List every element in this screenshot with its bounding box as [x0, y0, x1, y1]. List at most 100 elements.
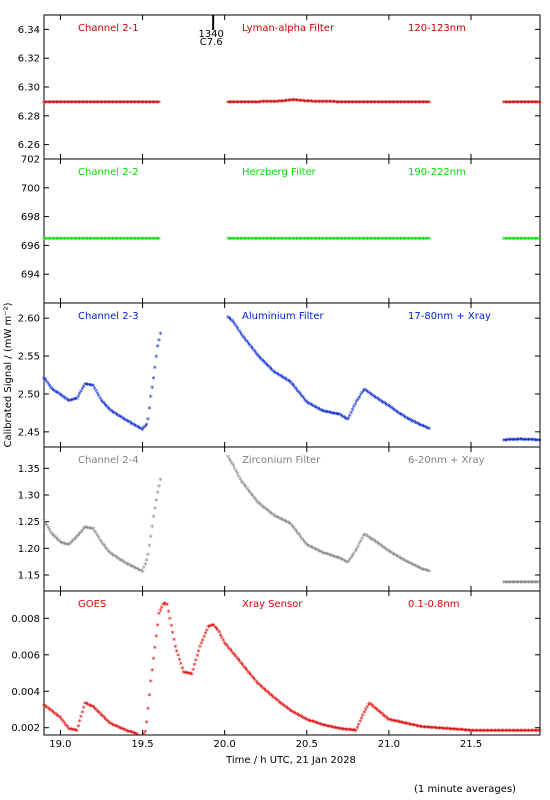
data-point: *: [319, 236, 323, 245]
data-point: *: [481, 727, 485, 736]
data-point: *: [131, 730, 135, 739]
data-point: *: [290, 708, 294, 717]
data-point: *: [380, 711, 384, 720]
data-point: *: [69, 726, 73, 735]
data-point: *: [46, 99, 50, 108]
data-point: *: [319, 549, 323, 558]
data-point: *: [324, 236, 328, 245]
data-point: *: [322, 408, 326, 417]
data-point: *: [101, 541, 105, 550]
data-point: *: [271, 693, 275, 702]
data-point: *: [458, 727, 462, 736]
data-point: *: [45, 99, 49, 108]
data-point: *: [346, 558, 350, 567]
data-point: *: [288, 707, 292, 716]
data-point: *: [245, 99, 249, 108]
band-label: 0.1-0.8nm: [408, 599, 460, 610]
data-point: *: [45, 379, 49, 388]
data-point: *: [102, 401, 106, 410]
data-point: *: [270, 511, 274, 520]
data-point: *: [259, 355, 263, 364]
data-point: *: [407, 416, 411, 425]
data-point: *: [381, 712, 385, 721]
data-point: *: [477, 727, 481, 736]
data-point: *: [372, 236, 376, 245]
data-point: *: [104, 99, 108, 108]
data-point: *: [229, 316, 233, 325]
data-point: *: [361, 533, 365, 542]
data-point: *: [505, 727, 509, 736]
data-point: *: [251, 346, 255, 355]
data-point: *: [296, 530, 300, 539]
data-point: *: [113, 99, 117, 108]
data-point: *: [109, 99, 113, 108]
data-point: *: [303, 396, 307, 405]
panel-frame: [43, 302, 541, 448]
data-point: *: [366, 702, 370, 711]
data-point: *: [329, 552, 333, 561]
data-point: *: [157, 236, 161, 245]
data-point: *: [277, 98, 281, 107]
data-point: *: [134, 565, 138, 574]
data-point: *: [154, 633, 158, 642]
data-point: *: [344, 558, 348, 567]
data-point: *: [322, 550, 326, 559]
data-point: *: [517, 436, 521, 445]
data-point: *: [312, 545, 316, 554]
data-point: *: [231, 236, 235, 245]
data-point: *: [335, 411, 339, 420]
data-point: *: [294, 710, 298, 719]
data-point: *: [485, 727, 489, 736]
data-point: *: [84, 524, 88, 533]
data-point: *: [335, 725, 339, 734]
data-point: *: [487, 727, 491, 736]
data-point: *: [234, 468, 238, 477]
data-point: *: [309, 402, 313, 411]
data-point: *: [246, 99, 250, 108]
data-point: *: [323, 550, 327, 559]
data-point: *: [513, 727, 517, 736]
data-point: *: [141, 99, 145, 108]
data-point: *: [142, 99, 146, 108]
data-point: *: [409, 561, 413, 570]
data-point: *: [80, 527, 84, 536]
data-point: *: [498, 727, 502, 736]
data-point: *: [299, 713, 303, 722]
data-point: *: [231, 99, 235, 108]
data-point: *: [72, 536, 76, 545]
data-point: *: [320, 98, 324, 107]
data-point: *: [156, 490, 160, 499]
data-point: *: [505, 99, 509, 108]
data-point: *: [67, 236, 71, 245]
band-label: 190-222nm: [408, 167, 466, 178]
data-point: *: [525, 727, 529, 736]
data-point: *: [352, 550, 356, 559]
data-point: *: [253, 236, 257, 245]
data-point: *: [308, 236, 312, 245]
data-point: *: [95, 708, 99, 717]
data-point: *: [132, 99, 136, 108]
data-point: *: [502, 727, 506, 736]
data-point: *: [217, 629, 221, 638]
data-point: *: [240, 99, 244, 108]
data-point: *: [360, 99, 364, 108]
data-point: *: [58, 236, 62, 245]
data-point: *: [154, 353, 158, 362]
data-point: *: [49, 99, 53, 108]
data-point: *: [157, 337, 161, 346]
data-point: *: [350, 236, 354, 245]
data-point: *: [250, 673, 254, 682]
data-point: *: [79, 236, 83, 245]
data-point: *: [323, 722, 327, 731]
data-point: *: [338, 99, 342, 108]
data-point: *: [426, 568, 430, 577]
data-point: *: [52, 532, 56, 541]
data-point: *: [238, 330, 242, 339]
data-point: *: [520, 579, 524, 588]
data-point: *: [153, 364, 157, 373]
data-point: *: [112, 409, 116, 418]
data-point: *: [450, 726, 454, 735]
data-point: *: [90, 525, 94, 534]
data-point: *: [522, 236, 526, 245]
data-point: *: [514, 99, 518, 108]
